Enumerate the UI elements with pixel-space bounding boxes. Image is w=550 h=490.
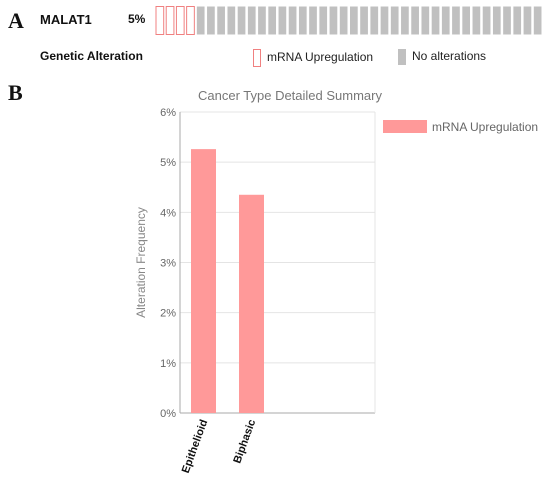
sample-cell bbox=[533, 6, 542, 35]
panel-letter-a: A bbox=[8, 8, 24, 33]
sample-cell bbox=[472, 6, 481, 35]
sample-cell bbox=[482, 6, 491, 35]
sample-cell bbox=[278, 6, 287, 35]
sample-cell-altered bbox=[155, 6, 165, 35]
sample-cell bbox=[237, 6, 246, 35]
legend-swatch-none bbox=[398, 49, 406, 65]
sample-cell bbox=[288, 6, 297, 35]
sample-cell bbox=[319, 6, 328, 35]
sample-cell bbox=[196, 6, 205, 35]
sample-cell bbox=[503, 6, 511, 35]
sample-cell bbox=[523, 6, 532, 35]
sample-cell bbox=[268, 6, 277, 35]
sample-cell bbox=[492, 6, 501, 35]
x-tick-label: Biphasic bbox=[231, 418, 258, 465]
sample-cell bbox=[421, 6, 430, 35]
legend-swatch-mrna bbox=[253, 49, 261, 67]
y-tick-label: 5% bbox=[160, 157, 176, 169]
sample-cell bbox=[401, 6, 409, 35]
bar-chart: Cancer Type Detailed Summary 0% 1% 2% 3% 4% 5%… bbox=[134, 88, 538, 475]
y-tick-label: 0% bbox=[160, 408, 176, 420]
x-tick-label: Epithelioid bbox=[180, 418, 211, 475]
legend-no-alterations: No alterations bbox=[398, 49, 486, 65]
legend-label-mrna: mRNA Upregulation bbox=[267, 50, 374, 65]
sample-cell bbox=[339, 6, 348, 35]
sample-cell-altered bbox=[175, 6, 185, 35]
alteration-percent: 5% bbox=[128, 12, 146, 26]
y-axis-label: Alteration Frequency bbox=[134, 207, 148, 318]
track-label: Genetic Alteration bbox=[40, 49, 143, 63]
sample-cell bbox=[350, 6, 358, 35]
panel-letter-b: B bbox=[8, 80, 23, 105]
chart-title: Cancer Type Detailed Summary bbox=[198, 88, 383, 103]
sample-cell bbox=[217, 6, 225, 35]
sample-cell bbox=[258, 6, 266, 35]
sample-cell bbox=[360, 6, 368, 35]
legend-swatch bbox=[383, 120, 427, 133]
sample-cell bbox=[452, 6, 460, 35]
bar bbox=[191, 149, 216, 413]
sample-cell bbox=[329, 6, 338, 35]
bar bbox=[239, 194, 264, 413]
sample-cell bbox=[513, 6, 522, 35]
sample-cell bbox=[441, 6, 450, 35]
y-tick-label: 6% bbox=[160, 107, 176, 119]
sample-cell bbox=[462, 6, 471, 35]
sample-cell-altered bbox=[186, 6, 195, 35]
sample-cell bbox=[380, 6, 389, 35]
y-tick-label: 2% bbox=[160, 308, 176, 320]
legend-mrna-upregulation: mRNA Upregulation bbox=[253, 49, 373, 67]
sample-cell-altered bbox=[165, 6, 175, 35]
legend-label: mRNA Upregulation bbox=[432, 120, 538, 134]
sample-cell bbox=[390, 6, 399, 35]
sample-cell bbox=[298, 6, 307, 35]
sample-cell bbox=[207, 6, 215, 35]
y-tick-label: 3% bbox=[160, 258, 176, 270]
gene-name: MALAT1 bbox=[40, 12, 92, 27]
sample-cell bbox=[247, 6, 256, 35]
oncoprint-track bbox=[155, 6, 542, 35]
y-tick-label: 4% bbox=[160, 207, 176, 219]
sample-cell bbox=[309, 6, 317, 35]
legend-label-none: No alterations bbox=[412, 49, 487, 64]
sample-cell bbox=[411, 6, 419, 35]
y-tick-label: 1% bbox=[160, 358, 176, 370]
sample-cell bbox=[370, 6, 379, 35]
sample-cell bbox=[431, 6, 440, 35]
sample-cell bbox=[227, 6, 236, 35]
